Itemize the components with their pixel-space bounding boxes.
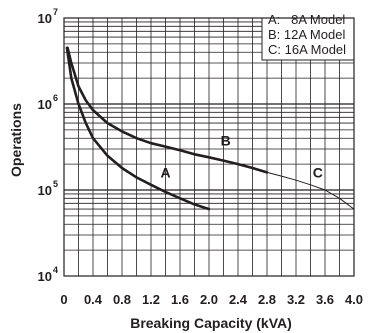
x-tick-label: 2.0 [200, 292, 218, 307]
y-tick-base: 10 [38, 11, 52, 26]
y-tick-exponent: 7 [53, 7, 58, 17]
curve-label-c: C [313, 164, 323, 180]
legend-entry-a: A: 8A Model [268, 12, 345, 27]
y-tick-base: 10 [38, 183, 52, 198]
y-tick-label: 10 5 [38, 179, 58, 198]
series-line-a [65, 46, 211, 211]
y-tick-base: 10 [38, 97, 52, 112]
series-line-b [66, 46, 269, 174]
plot-frame [63, 17, 355, 277]
curve-label-b: B [221, 132, 231, 148]
x-tick-label: 4.0 [345, 292, 363, 307]
y-axis-title: Operations [8, 103, 24, 177]
x-tick-label: 1.6 [171, 292, 189, 307]
series-lines [65, 46, 355, 211]
x-tick-label: 0.8 [113, 292, 131, 307]
y-tick-label: 10 4 [38, 265, 58, 284]
curve-label-a: A [160, 164, 170, 180]
x-tick-label: 3.2 [287, 292, 305, 307]
y-tick-label: 10 7 [38, 7, 58, 26]
series-line-c [266, 171, 355, 210]
curve-labels: A B C [160, 132, 322, 180]
legend-entry-c: C: 16A Model [268, 42, 346, 57]
x-tick-label: 2.8 [258, 292, 276, 307]
x-axis-title: Breaking Capacity (kVA) [130, 315, 292, 331]
x-tick-label: 3.6 [316, 292, 334, 307]
y-tick-label: 10 6 [38, 93, 58, 112]
y-tick-exponent: 6 [53, 93, 58, 103]
y-tick-exponent: 5 [53, 179, 58, 189]
y-tick-exponent: 4 [53, 265, 58, 275]
x-tick-label: 2.4 [229, 292, 248, 307]
x-tick-label: 0 [60, 292, 67, 307]
legend: A: 8A Model B: 12A Model C: 16A Model [261, 12, 355, 61]
legend-box [261, 17, 355, 61]
x-tick-label: 1.2 [142, 292, 160, 307]
y-tick-base: 10 [38, 269, 52, 284]
x-tick-label: 0.4 [84, 292, 103, 307]
legend-entry-b: B: 12A Model [268, 27, 345, 42]
